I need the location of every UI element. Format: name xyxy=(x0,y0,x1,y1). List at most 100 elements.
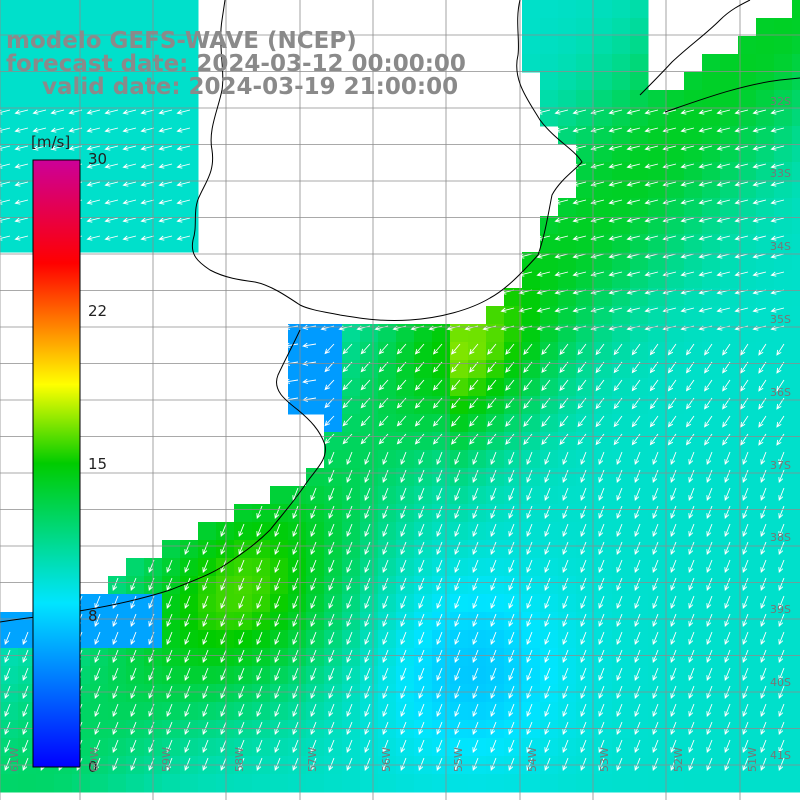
wind-cell xyxy=(108,612,127,631)
wind-arrow xyxy=(14,127,29,133)
wind-cell xyxy=(522,666,541,685)
wind-cell xyxy=(576,612,595,631)
wind-cell xyxy=(540,288,559,307)
wind-arrow xyxy=(580,523,587,538)
wind-cell xyxy=(378,540,397,559)
wind-cell xyxy=(324,774,343,793)
wind-arrow xyxy=(572,235,587,241)
wind-arrow xyxy=(634,451,641,466)
wind-arrow xyxy=(382,541,389,556)
wind-arrow xyxy=(220,739,227,754)
wind-cell xyxy=(252,540,271,559)
wind-cell xyxy=(756,594,775,613)
wind-cell xyxy=(108,126,127,145)
wind-arrow xyxy=(544,667,551,682)
wind-arrow xyxy=(760,577,767,592)
wind-arrow xyxy=(685,415,695,428)
wind-arrow xyxy=(667,433,677,446)
wind-cell xyxy=(648,630,667,649)
wind-arrow xyxy=(616,739,623,754)
wind-cell xyxy=(792,648,800,667)
wind-cell xyxy=(702,504,721,523)
wind-arrow xyxy=(310,559,317,574)
wind-cell xyxy=(684,450,703,469)
wind-cell xyxy=(558,774,577,793)
wind-arrow xyxy=(450,415,461,427)
wind-cell xyxy=(378,450,397,469)
wind-cell xyxy=(702,414,721,433)
wind-arrow xyxy=(0,109,11,115)
wind-arrow xyxy=(472,469,479,484)
wind-arrow xyxy=(752,217,767,223)
wind-cell xyxy=(324,720,343,739)
wind-arrow xyxy=(364,523,371,538)
wind-cell xyxy=(666,90,685,109)
wind-cell xyxy=(756,522,775,541)
wind-arrow xyxy=(716,199,731,205)
wind-cell xyxy=(684,774,703,793)
wind-arrow xyxy=(454,577,461,592)
wind-cell xyxy=(522,648,541,667)
wind-cell xyxy=(666,630,685,649)
wind-cell xyxy=(576,252,595,271)
lon-label: 57W xyxy=(306,747,319,772)
wind-cell xyxy=(630,720,649,739)
wind-arrow xyxy=(644,109,659,115)
wind-arrow xyxy=(541,379,551,392)
wind-arrow xyxy=(580,613,587,628)
wind-arrow xyxy=(608,163,623,169)
lon-label: 60W xyxy=(88,747,101,772)
wind-cell xyxy=(378,396,397,415)
wind-arrow xyxy=(580,577,587,592)
wind-cell xyxy=(252,612,271,631)
wind-cell xyxy=(558,360,577,379)
wind-arrow xyxy=(598,739,605,754)
wind-arrow xyxy=(760,505,767,520)
wind-cell xyxy=(0,666,19,685)
wind-cell xyxy=(342,504,361,523)
wind-arrow xyxy=(634,703,641,718)
wind-arrow xyxy=(86,145,101,151)
wind-arrow xyxy=(400,757,407,772)
wind-arrow xyxy=(346,469,353,484)
wind-cell xyxy=(540,702,559,721)
wind-cell xyxy=(774,162,793,181)
wind-cell xyxy=(468,738,487,757)
wind-arrow xyxy=(346,757,353,772)
wind-arrow xyxy=(328,451,335,466)
wind-cell xyxy=(126,108,145,127)
wind-cell xyxy=(522,288,541,307)
wind-cell xyxy=(360,450,379,469)
wind-arrow xyxy=(541,433,551,446)
wind-arrow xyxy=(176,217,191,223)
wind-cell xyxy=(594,54,613,73)
wind-arrow xyxy=(742,451,749,466)
wind-cell xyxy=(774,342,793,361)
wind-arrow xyxy=(758,343,767,356)
wind-cell xyxy=(180,36,199,55)
wind-arrow xyxy=(130,667,137,682)
wind-arrow xyxy=(631,415,641,428)
wind-cell xyxy=(72,54,91,73)
wind-cell xyxy=(540,684,559,703)
wind-cell xyxy=(738,252,757,271)
wind-cell xyxy=(702,234,721,253)
wind-cell xyxy=(522,306,541,325)
wind-arrow xyxy=(598,577,605,592)
wind-arrow xyxy=(324,379,335,391)
wind-arrow xyxy=(526,739,533,754)
wind-cell xyxy=(90,180,109,199)
wind-cell xyxy=(540,648,559,667)
wind-cell xyxy=(504,360,523,379)
wind-arrow xyxy=(536,109,551,115)
wind-cell xyxy=(774,324,793,343)
wind-cell xyxy=(594,612,613,631)
wind-arrow xyxy=(274,757,281,772)
wind-arrow xyxy=(22,757,29,772)
wind-cell xyxy=(594,0,613,19)
wind-cell xyxy=(378,612,397,631)
wind-cell xyxy=(306,576,325,595)
wind-arrow xyxy=(544,559,551,574)
wind-cell xyxy=(702,450,721,469)
wind-arrow xyxy=(634,523,641,538)
